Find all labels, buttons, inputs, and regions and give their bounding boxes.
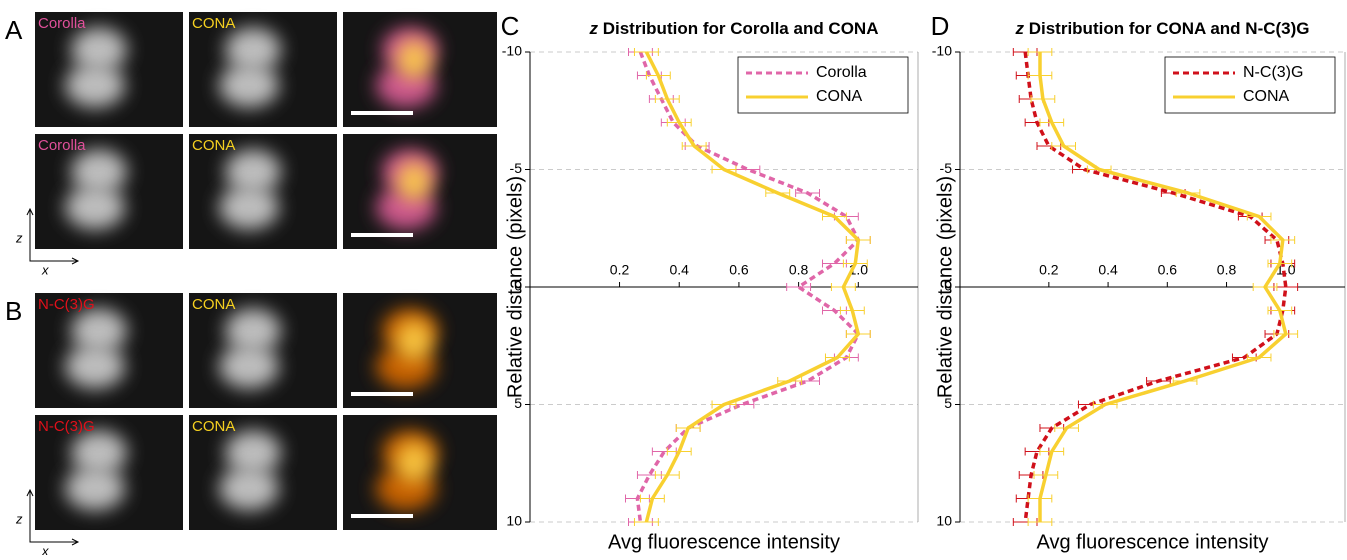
error-bar <box>736 166 760 174</box>
y-tick-label: 10 <box>506 513 522 529</box>
blob <box>219 186 279 230</box>
axis-z: z <box>15 230 23 245</box>
blob <box>396 40 432 80</box>
x-tick-label: 0.4 <box>669 262 689 278</box>
figure: A Corolla CONA Corolla CONA z x B N-C(3)G CONA N-C… <box>0 0 1347 555</box>
legend-label: N-C(3)G <box>1243 64 1303 81</box>
panel-letter: B <box>5 296 22 326</box>
blob <box>219 467 279 511</box>
x-tick-label: 0.2 <box>1039 262 1059 278</box>
blob <box>65 186 125 230</box>
title-text: Distribution for CONA and N-C(3)G <box>1029 19 1310 38</box>
legend-label: Corolla <box>816 64 867 81</box>
y-tick-label: -10 <box>932 43 952 59</box>
axis-x: x <box>41 262 49 277</box>
panel-letter: C <box>501 11 520 41</box>
micrograph <box>343 134 497 249</box>
x-axis-label: Avg fluorescence intensity <box>608 531 840 553</box>
blob <box>65 467 125 511</box>
x-tick-label: 0.6 <box>1158 262 1178 278</box>
chart-title: z Distribution for CONA and N-C(3)G <box>1014 19 1309 38</box>
y-tick-label: -10 <box>502 43 522 59</box>
y-tick-label: -5 <box>510 160 523 176</box>
channel-label: CONA <box>192 418 235 435</box>
channel-label: N-C(3)G <box>38 418 95 435</box>
channel-label: Corolla <box>38 137 86 154</box>
channel-label: N-C(3)G <box>38 296 95 313</box>
blob <box>65 345 125 389</box>
blob <box>219 64 279 108</box>
channel-label: CONA <box>192 296 235 313</box>
y-tick-label: -5 <box>940 160 953 176</box>
micrograph <box>343 12 497 127</box>
x-tick-label: 0.2 <box>610 262 630 278</box>
x-axis-label: Avg fluorescence intensity <box>1037 531 1269 553</box>
channel-label: Corolla <box>38 15 86 32</box>
x-tick-label: 0.8 <box>1217 262 1237 278</box>
title-var: z <box>588 19 598 38</box>
blob <box>396 162 432 202</box>
x-tick-label: 0.6 <box>729 262 749 278</box>
title-var: z <box>1014 19 1024 38</box>
blob <box>65 64 125 108</box>
y-tick-label: 10 <box>936 513 952 529</box>
axis-z: z <box>15 511 23 526</box>
blob <box>396 321 432 361</box>
x-tick-label: 0.8 <box>789 262 809 278</box>
panel-letter: D <box>931 11 950 41</box>
channel-label: CONA <box>192 137 235 154</box>
blob <box>396 443 432 483</box>
y-axis-label: Relative distance (pixels) <box>504 176 526 398</box>
blob <box>219 345 279 389</box>
x-tick-label: 0.4 <box>1098 262 1118 278</box>
channel-label: CONA <box>192 15 235 32</box>
micrograph <box>343 293 497 408</box>
legend-label: CONA <box>1243 88 1290 105</box>
micrograph <box>343 415 497 530</box>
panel-letter: A <box>5 15 23 45</box>
axis-x: x <box>41 543 49 555</box>
y-axis-label: Relative distance (pixels) <box>934 176 956 398</box>
legend-label: CONA <box>816 88 863 105</box>
error-bar <box>822 260 846 268</box>
page: A Corolla CONA Corolla CONA z x B N-C(3)G CONA N-C… <box>0 0 1347 560</box>
title-text: Distribution for Corolla and CONA <box>603 19 879 38</box>
chart-title: z Distribution for Corolla and CONA <box>588 19 878 38</box>
